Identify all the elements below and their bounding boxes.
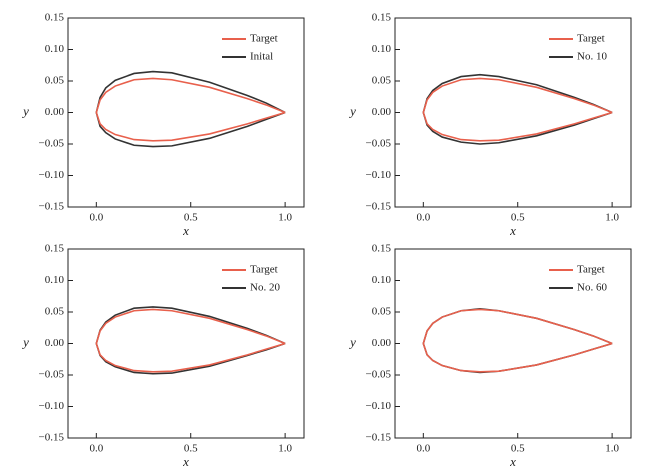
y-tick-label: −0.05 [39, 138, 65, 150]
series-line [422, 308, 613, 374]
legend-label: Target [250, 264, 278, 276]
y-tick-label: 0.00 [45, 106, 65, 118]
x-tick-label: 0.5 [511, 443, 525, 455]
series-line [422, 73, 613, 145]
x-tick-label: 0.0 [416, 443, 430, 455]
legend-label: Target [577, 33, 605, 45]
legend-label: No. 60 [577, 282, 607, 294]
y-tick-label: 0.00 [45, 337, 65, 349]
plot-frame [394, 248, 632, 439]
legend-label: No. 20 [250, 282, 280, 294]
y-tick-label: −0.05 [366, 138, 392, 150]
y-tick-label: −0.05 [39, 369, 65, 381]
x-tick-label: 0.5 [184, 443, 198, 455]
y-tick-label: 0.10 [45, 274, 65, 286]
y-tick-label: −0.10 [39, 400, 65, 412]
x-tick-label: 1.0 [605, 443, 619, 455]
y-tick-label: 0.05 [45, 75, 65, 87]
x-axis-label: x [509, 454, 516, 469]
y-tick-label: 0.00 [372, 106, 392, 118]
y-axis-label: y [348, 334, 356, 349]
x-axis-label: x [509, 223, 516, 238]
y-tick-label: −0.15 [39, 432, 65, 444]
y-tick-label: −0.05 [366, 369, 392, 381]
series-line [95, 306, 286, 375]
y-tick-label: 0.15 [372, 243, 392, 255]
legend-label: Inital [250, 51, 273, 63]
y-tick-label: 0.10 [45, 43, 65, 55]
x-axis-label: x [182, 454, 189, 469]
x-axis-label: x [182, 223, 189, 238]
y-tick-label: 0.05 [372, 75, 392, 87]
legend-label: Target [250, 33, 278, 45]
y-tick-label: 0.15 [45, 243, 65, 255]
y-axis-label: y [21, 334, 29, 349]
x-tick-label: 0.5 [184, 212, 198, 224]
y-tick-label: −0.15 [39, 201, 65, 213]
y-tick-label: 0.05 [45, 306, 65, 318]
y-tick-label: 0.00 [372, 337, 392, 349]
x-tick-label: 0.0 [89, 212, 103, 224]
plot-frame [67, 248, 305, 439]
y-axis-label: y [21, 103, 29, 118]
plot-frame [394, 17, 632, 208]
y-tick-label: 0.05 [372, 306, 392, 318]
y-tick-label: 0.10 [372, 43, 392, 55]
legend-label: No. 10 [577, 51, 607, 63]
series-line [422, 77, 613, 142]
y-tick-label: −0.10 [366, 400, 392, 412]
x-tick-label: 1.0 [278, 212, 292, 224]
series-line [422, 308, 613, 373]
y-tick-label: 0.10 [372, 274, 392, 286]
y-axis-label: y [348, 103, 356, 118]
y-tick-label: 0.15 [372, 12, 392, 24]
y-tick-label: −0.15 [366, 201, 392, 213]
x-tick-label: 1.0 [278, 443, 292, 455]
x-tick-label: 0.5 [511, 212, 525, 224]
y-tick-label: −0.15 [366, 432, 392, 444]
x-tick-label: 0.0 [416, 212, 430, 224]
plot-frame [67, 17, 305, 208]
series-line [95, 308, 286, 373]
y-tick-label: −0.10 [366, 169, 392, 181]
x-tick-label: 1.0 [605, 212, 619, 224]
legend-label: Target [577, 264, 605, 276]
y-tick-label: 0.15 [45, 12, 65, 24]
x-tick-label: 0.0 [89, 443, 103, 455]
series-line [95, 77, 286, 142]
y-tick-label: −0.10 [39, 169, 65, 181]
